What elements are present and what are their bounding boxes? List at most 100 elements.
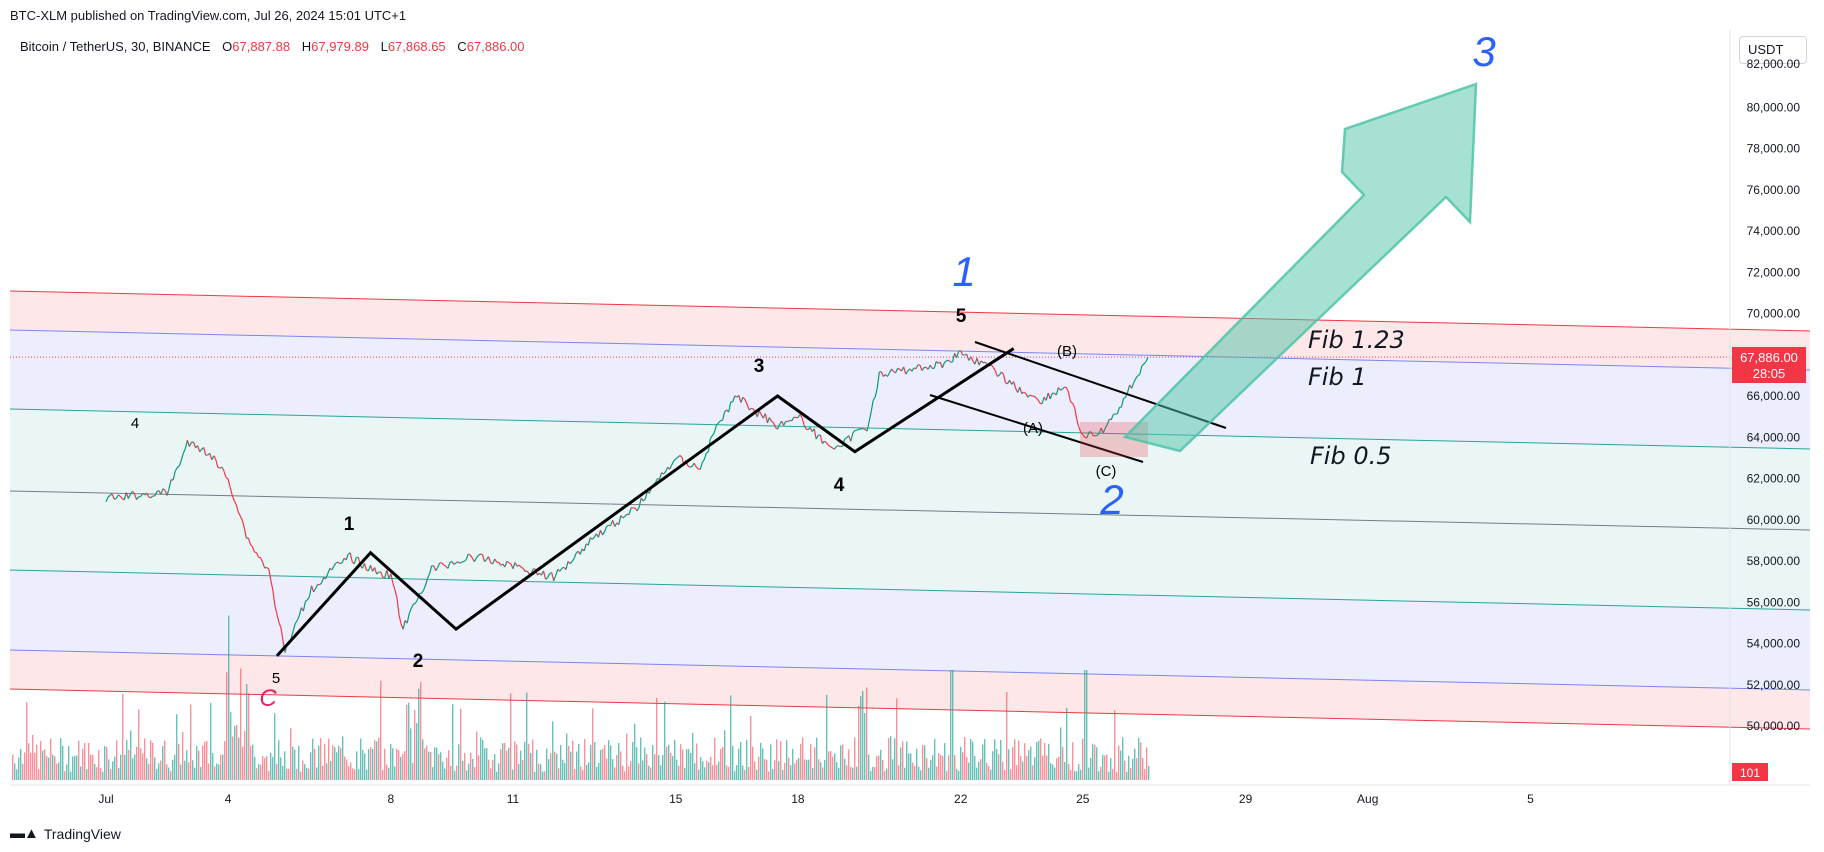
volume-bar: [182, 732, 184, 780]
volume-bar: [430, 752, 432, 780]
price-candle: [274, 605, 278, 615]
price-candle: [522, 568, 526, 572]
volume-bar: [742, 765, 744, 780]
volume-bar: [158, 763, 160, 780]
wave-label-c-pink: C: [259, 685, 277, 712]
volume-bar: [376, 741, 378, 780]
fib-bands: [9, 290, 1811, 730]
price-badge-countdown: 28:05: [1753, 366, 1786, 381]
price-candle: [882, 374, 886, 377]
volume-bar: [824, 759, 826, 780]
volume-bar: [828, 751, 830, 780]
volume-bar: [1046, 755, 1048, 780]
price-candle: [1074, 407, 1078, 420]
price-candle: [526, 570, 530, 575]
price-candle: [573, 553, 577, 559]
price-candle: [319, 582, 323, 586]
volume-bar: [242, 746, 244, 780]
volume-bar: [764, 758, 766, 780]
price-candle: [449, 561, 453, 563]
volume-bar: [632, 742, 634, 780]
price-candle: [237, 511, 241, 517]
volume-bar: [1006, 692, 1008, 780]
price-candle: [974, 357, 978, 365]
volume-bar: [964, 737, 966, 780]
volume-bar: [324, 744, 326, 780]
volume-bar: [350, 762, 352, 780]
currency-selector[interactable]: USDT: [1739, 36, 1807, 64]
high-label: H: [301, 39, 312, 54]
x-tick-label: 15: [669, 792, 683, 806]
volume-bar: [812, 767, 814, 780]
volume-bar: [74, 756, 76, 780]
volume-bar: [308, 768, 310, 780]
volume-bar: [792, 748, 794, 780]
price-candle: [225, 477, 229, 480]
volume-bar: [1096, 747, 1098, 780]
volume-bar: [766, 759, 768, 780]
price-candle: [1035, 397, 1039, 401]
volume-bar: [528, 743, 530, 780]
volume-bar: [246, 684, 248, 780]
price-candle: [699, 462, 703, 470]
price-candle: [292, 623, 296, 631]
wave-label-b: (B): [1057, 343, 1077, 360]
volume-bar: [320, 738, 322, 780]
price-candle: [148, 496, 152, 499]
volume-bar: [176, 714, 178, 780]
volume-bar: [804, 759, 806, 780]
price-candle: [215, 459, 219, 468]
price-candle: [1098, 427, 1102, 435]
price-candle: [337, 561, 341, 565]
volume-bar: [440, 752, 442, 780]
y-tick-label: 72,000.00: [1747, 265, 1801, 279]
price-candle: [178, 459, 182, 467]
volume-bar: [456, 765, 458, 780]
volume-bar: [1080, 769, 1082, 780]
channel-line-blue-top: [9, 329, 1811, 371]
volume-bar: [36, 744, 38, 780]
volume-bar: [856, 766, 858, 780]
volume-bar: [626, 733, 628, 780]
price-candle: [369, 565, 374, 572]
volume-bar: [550, 753, 552, 780]
volume-bar: [878, 755, 880, 780]
volume-bar: [66, 764, 68, 780]
volume-bar: [930, 759, 932, 780]
volume-bar: [1000, 739, 1002, 780]
volume-bar: [810, 743, 812, 780]
price-candle: [665, 466, 669, 472]
price-candle: [888, 368, 893, 374]
volume-bar: [848, 749, 850, 780]
price-candle: [394, 589, 398, 599]
price-candle: [243, 528, 248, 539]
price-candle: [766, 417, 770, 424]
price-candle: [422, 585, 427, 591]
wave-label-3: 3: [754, 356, 765, 377]
price-candle: [1106, 419, 1110, 425]
price-candle: [819, 434, 823, 444]
volume-bar: [514, 741, 516, 780]
volume-bar: [870, 770, 872, 780]
volume-bar: [126, 739, 128, 780]
price-candle: [604, 526, 608, 532]
volume-bar: [498, 763, 500, 780]
volume-bar: [1100, 766, 1102, 780]
volume-bar: [592, 708, 594, 780]
price-candle: [1120, 398, 1125, 408]
price-candle: [1062, 386, 1065, 390]
volume-bar: [510, 693, 512, 780]
price-candle: [703, 452, 707, 460]
price-candle: [441, 562, 445, 566]
price-badge: [1732, 347, 1806, 383]
wave-label-c: (C): [1096, 463, 1117, 480]
price-candle: [744, 399, 748, 405]
price-candle: [1143, 361, 1147, 365]
price-candle: [809, 427, 813, 432]
volume-bar: [166, 764, 168, 780]
volume-bar: [1118, 745, 1120, 780]
volume-bar: [342, 736, 344, 780]
price-candle: [136, 496, 140, 501]
price-candle: [188, 442, 193, 447]
